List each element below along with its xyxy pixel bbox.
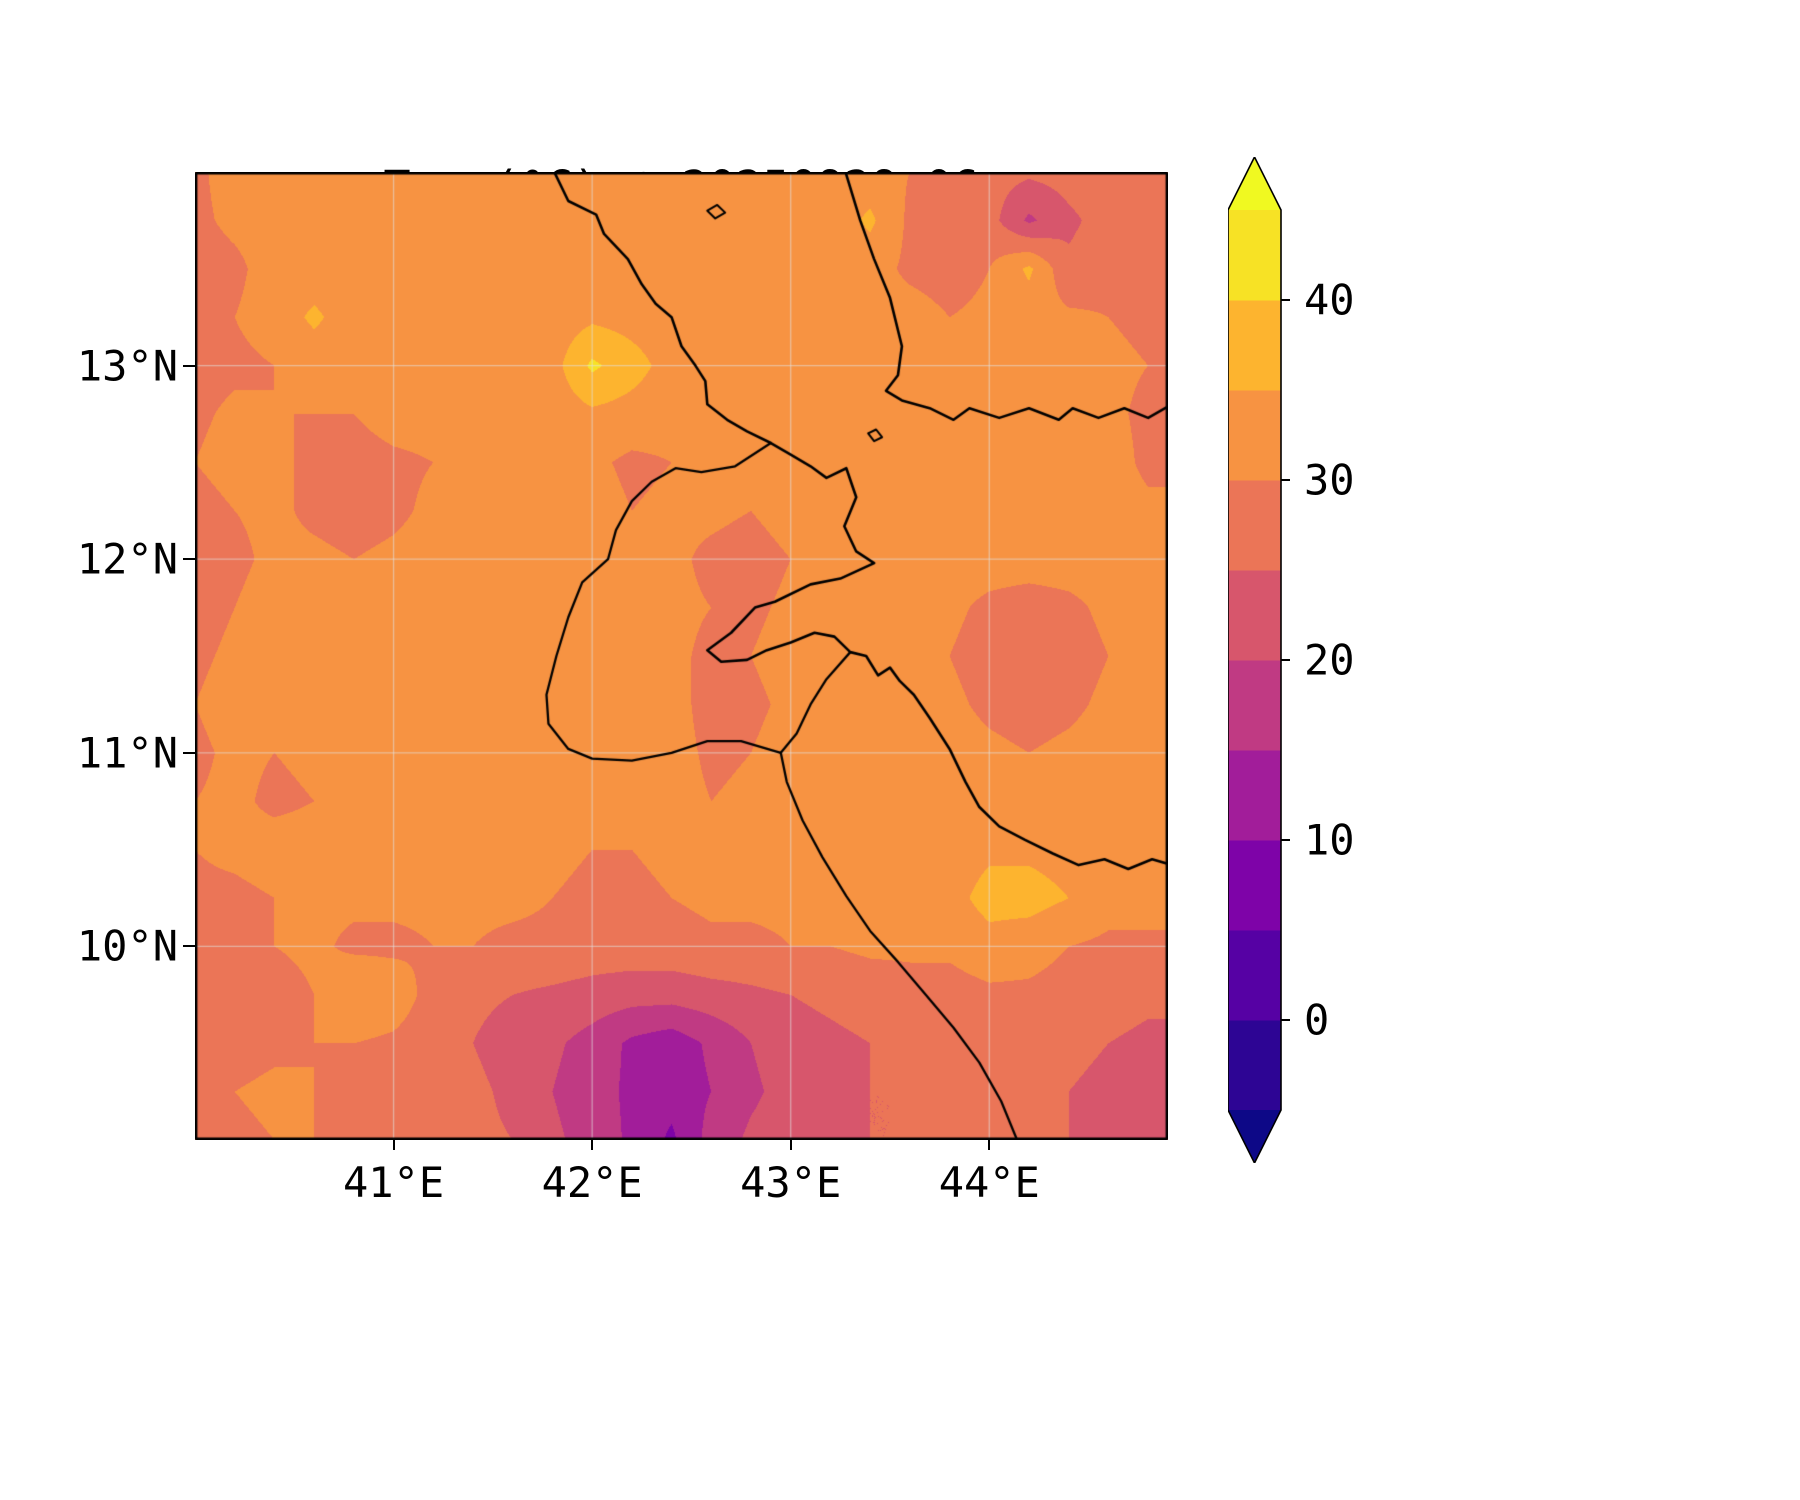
y-tick-label: 13°N [76, 341, 178, 391]
x-tick-mark [789, 1140, 792, 1150]
colorbar-under-arrow [1228, 1110, 1281, 1163]
x-tick-label: 42°E [541, 1158, 643, 1207]
colorbar-tick-label: 20 [1304, 635, 1355, 685]
colorbar-tick-label: 40 [1304, 275, 1355, 325]
x-tick-mark [392, 1140, 395, 1150]
colorbar-band [1228, 840, 1281, 931]
colorbar-tick-label: 30 [1304, 455, 1355, 505]
x-tick-mark [988, 1140, 991, 1150]
colorbar-band [1228, 210, 1281, 301]
y-tick-mark [183, 751, 195, 754]
x-tick-label: 44°E [938, 1158, 1040, 1207]
y-tick-mark [183, 558, 195, 561]
colorbar-outline [1228, 157, 1282, 1163]
map-canvas [195, 172, 1168, 1140]
colorbar-band [1228, 660, 1281, 751]
x-tick-label: 43°E [740, 1158, 842, 1207]
y-tick-mark [183, 364, 195, 367]
y-tick-label: 10°N [76, 921, 178, 971]
colorbar-band [1228, 570, 1281, 661]
y-tick-label: 12°N [76, 534, 178, 584]
x-tick-mark [591, 1140, 594, 1150]
colorbar [1228, 157, 1290, 1163]
colorbar-band [1228, 750, 1281, 841]
x-tick-label: 41°E [342, 1158, 445, 1207]
y-tick-mark [183, 945, 195, 948]
colorbar-band [1228, 930, 1281, 1021]
colorbar-over-arrow [1228, 157, 1281, 210]
colorbar-band [1228, 300, 1281, 391]
colorbar-band [1228, 480, 1281, 571]
colorbar-band [1228, 390, 1281, 481]
y-tick-label: 11°N [76, 728, 178, 778]
colorbar-tick-label: 10 [1304, 815, 1355, 865]
colorbar-tick-label: 0 [1304, 995, 1330, 1045]
colorbar-band [1228, 1020, 1281, 1111]
